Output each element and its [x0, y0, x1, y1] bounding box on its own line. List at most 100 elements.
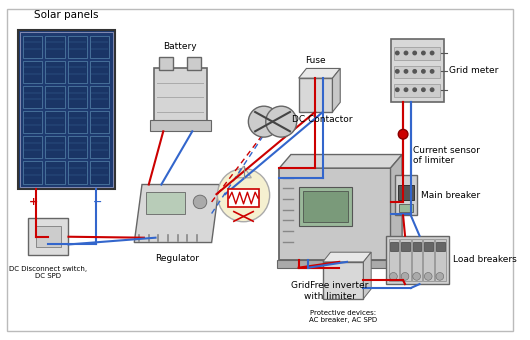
Circle shape [412, 87, 417, 92]
Text: Grid meter: Grid meter [448, 66, 498, 75]
Bar [36, 226, 61, 248]
Bar [150, 120, 210, 131]
Circle shape [421, 69, 426, 74]
Bar [146, 192, 184, 214]
Bar [67, 111, 87, 133]
Text: DC Contactor: DC Contactor [292, 115, 352, 124]
Bar [23, 86, 42, 108]
Bar [412, 239, 422, 281]
Circle shape [425, 272, 432, 280]
Text: +: + [29, 197, 38, 207]
Text: Current sensor
of limiter: Current sensor of limiter [413, 146, 480, 165]
Circle shape [193, 195, 207, 209]
Ellipse shape [217, 169, 270, 222]
Circle shape [430, 69, 435, 74]
Text: Fuse: Fuse [305, 56, 325, 65]
Bar [279, 168, 391, 260]
Bar [298, 187, 352, 226]
Bar [394, 84, 440, 97]
Circle shape [390, 272, 398, 280]
Bar [45, 36, 65, 58]
Circle shape [403, 87, 409, 92]
Bar [391, 39, 444, 102]
Circle shape [249, 106, 279, 137]
Bar [67, 86, 87, 108]
Bar [23, 36, 42, 58]
Bar [90, 111, 109, 133]
Bar [399, 204, 413, 211]
Bar [436, 241, 445, 251]
Text: Battery: Battery [163, 42, 197, 51]
Bar [67, 161, 87, 184]
Polygon shape [364, 252, 371, 299]
Bar [45, 86, 65, 108]
Bar [28, 218, 68, 255]
Bar [188, 57, 201, 70]
Circle shape [403, 51, 409, 55]
Bar [386, 236, 448, 284]
Bar [435, 239, 446, 281]
Polygon shape [323, 252, 371, 262]
Circle shape [413, 272, 420, 280]
Bar [390, 241, 398, 251]
Bar [45, 111, 65, 133]
Bar [23, 161, 42, 184]
Bar [394, 47, 440, 60]
Bar [90, 161, 109, 184]
Bar [395, 175, 417, 216]
Bar [423, 239, 434, 281]
Circle shape [266, 106, 297, 137]
Bar [323, 262, 364, 299]
Bar [388, 239, 399, 281]
Circle shape [395, 87, 400, 92]
Bar [277, 260, 392, 268]
Circle shape [430, 87, 435, 92]
Bar [90, 86, 109, 108]
Circle shape [395, 51, 400, 55]
Text: −: − [93, 197, 102, 207]
Bar [413, 241, 421, 251]
Polygon shape [236, 166, 251, 178]
Polygon shape [134, 185, 219, 242]
Circle shape [421, 51, 426, 55]
Bar [18, 30, 115, 189]
Polygon shape [391, 154, 402, 260]
Bar [67, 61, 87, 83]
Text: DC Disconnect switch,
DC SPD: DC Disconnect switch, DC SPD [9, 266, 87, 279]
Bar [160, 57, 173, 70]
Circle shape [436, 272, 444, 280]
Text: GridFree inverter
with limiter: GridFree inverter with limiter [291, 281, 368, 301]
Bar [67, 136, 87, 158]
Circle shape [401, 272, 409, 280]
Circle shape [398, 130, 408, 139]
Polygon shape [298, 68, 340, 78]
Bar [23, 136, 42, 158]
Text: Main breaker: Main breaker [421, 191, 481, 200]
Bar [45, 161, 65, 184]
Bar [67, 36, 87, 58]
Bar [154, 68, 207, 131]
Circle shape [403, 69, 409, 74]
Bar [45, 61, 65, 83]
Bar [90, 136, 109, 158]
Text: Load breakers: Load breakers [453, 255, 517, 265]
Text: Regulator: Regulator [155, 254, 199, 263]
Bar [394, 66, 440, 78]
Bar [23, 111, 42, 133]
Text: Protective devices:
AC breaker, AC SPD: Protective devices: AC breaker, AC SPD [309, 309, 377, 323]
Circle shape [412, 51, 417, 55]
Circle shape [412, 69, 417, 74]
Bar [45, 136, 65, 158]
Bar [20, 32, 113, 187]
Bar [90, 61, 109, 83]
Bar [23, 61, 42, 83]
Polygon shape [279, 154, 402, 168]
Bar [303, 191, 348, 222]
Circle shape [430, 51, 435, 55]
Polygon shape [332, 68, 340, 112]
Bar [401, 241, 410, 251]
Bar [398, 185, 414, 200]
Circle shape [395, 69, 400, 74]
Bar [425, 241, 433, 251]
Bar [228, 189, 259, 207]
